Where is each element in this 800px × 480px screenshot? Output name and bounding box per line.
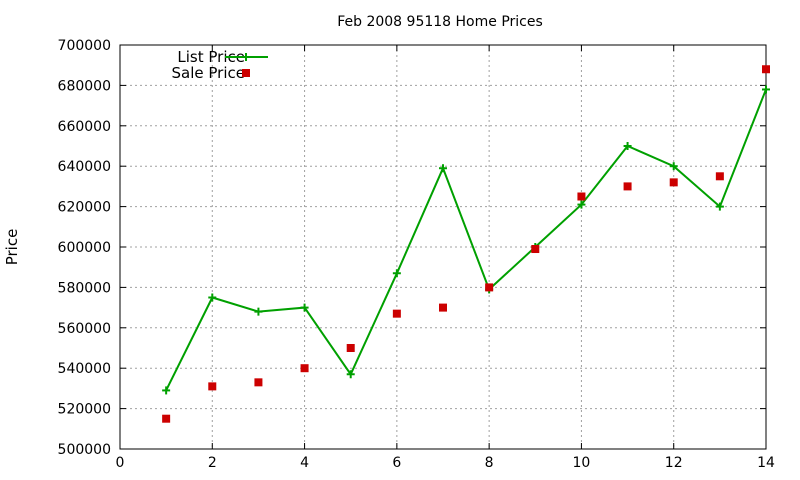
data-point [439, 303, 447, 312]
x-tick-label: 14 [757, 455, 775, 471]
data-point [531, 245, 540, 254]
data-point [762, 85, 770, 94]
chart-title: Feb 2008 95118 Home Prices [337, 14, 543, 30]
series [162, 65, 770, 423]
y-tick-label: 500000 [58, 442, 111, 458]
data-point [439, 164, 447, 173]
data-point [162, 386, 171, 395]
y-tick-label: 600000 [58, 240, 111, 256]
data-point [669, 178, 678, 187]
data-point [623, 182, 632, 191]
y-tick-label: 520000 [58, 402, 111, 418]
data-point [162, 414, 171, 423]
x-tick-label: 2 [208, 455, 217, 471]
legend-marker [242, 53, 250, 61]
x-tick-label: 0 [116, 455, 125, 471]
data-point [715, 202, 724, 211]
x-tick-label: 10 [573, 455, 591, 471]
y-tick-label: 620000 [58, 200, 111, 216]
data-point [485, 283, 494, 292]
y-tick-label: 660000 [58, 119, 111, 135]
data-point [392, 309, 401, 318]
series-sale-price [162, 65, 770, 423]
data-point [669, 162, 678, 171]
series-list-price [162, 85, 770, 395]
y-tick-label: 640000 [58, 159, 111, 175]
legend-label: List Price [177, 48, 245, 66]
data-point [577, 200, 586, 209]
x-tick-label: 12 [665, 455, 683, 471]
y-axis-label: Price [3, 229, 21, 266]
x-tick-label: 4 [300, 455, 309, 471]
y-tick-label: 700000 [58, 38, 111, 54]
data-point [346, 370, 355, 379]
data-point [762, 65, 770, 74]
y-tick-label: 580000 [58, 280, 111, 296]
grid [120, 45, 766, 449]
data-point [208, 293, 217, 302]
data-point [623, 142, 632, 150]
y-tick-label: 680000 [58, 78, 111, 94]
axis-ticks: 0 2 4 6 8 10 12 14 500000 520000 540000 560000 58000… [58, 38, 775, 471]
data-point [300, 303, 309, 312]
legend-marker [242, 69, 250, 77]
data-point [392, 269, 401, 278]
data-point [208, 382, 217, 391]
series-line [165, 89, 767, 391]
data-point [254, 307, 263, 316]
data-point [577, 192, 586, 201]
data-point [346, 344, 355, 352]
y-tick-label: 540000 [58, 361, 111, 377]
y-tick-label: 560000 [58, 321, 111, 337]
x-tick-label: 6 [392, 455, 401, 471]
legend-label: Sale Price [172, 64, 245, 82]
data-point [300, 364, 309, 373]
data-point [254, 378, 263, 387]
x-tick-label: 8 [485, 455, 494, 471]
data-point [715, 172, 724, 181]
